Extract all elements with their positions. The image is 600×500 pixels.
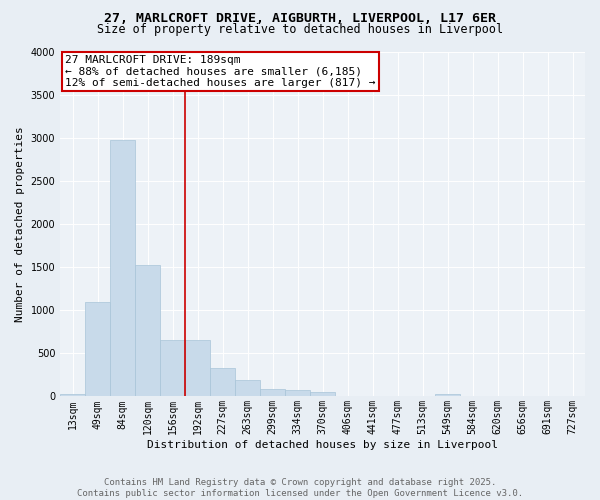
Bar: [235, 380, 260, 396]
Text: Contains HM Land Registry data © Crown copyright and database right 2025.
Contai: Contains HM Land Registry data © Crown c…: [77, 478, 523, 498]
Text: Size of property relative to detached houses in Liverpool: Size of property relative to detached ho…: [97, 22, 503, 36]
Y-axis label: Number of detached properties: Number of detached properties: [15, 126, 25, 322]
Bar: [85, 302, 110, 396]
Bar: [260, 389, 285, 396]
Bar: [435, 394, 460, 396]
Bar: [285, 390, 310, 396]
X-axis label: Distribution of detached houses by size in Liverpool: Distribution of detached houses by size …: [147, 440, 498, 450]
Bar: [185, 340, 210, 396]
Text: 27, MARLCROFT DRIVE, AIGBURTH, LIVERPOOL, L17 6ER: 27, MARLCROFT DRIVE, AIGBURTH, LIVERPOOL…: [104, 12, 496, 26]
Text: 27 MARLCROFT DRIVE: 189sqm
← 88% of detached houses are smaller (6,185)
12% of s: 27 MARLCROFT DRIVE: 189sqm ← 88% of deta…: [65, 55, 376, 88]
Bar: [210, 368, 235, 396]
Bar: [110, 140, 135, 396]
Bar: [310, 392, 335, 396]
Bar: [60, 394, 85, 396]
Bar: [160, 340, 185, 396]
Bar: [135, 266, 160, 396]
